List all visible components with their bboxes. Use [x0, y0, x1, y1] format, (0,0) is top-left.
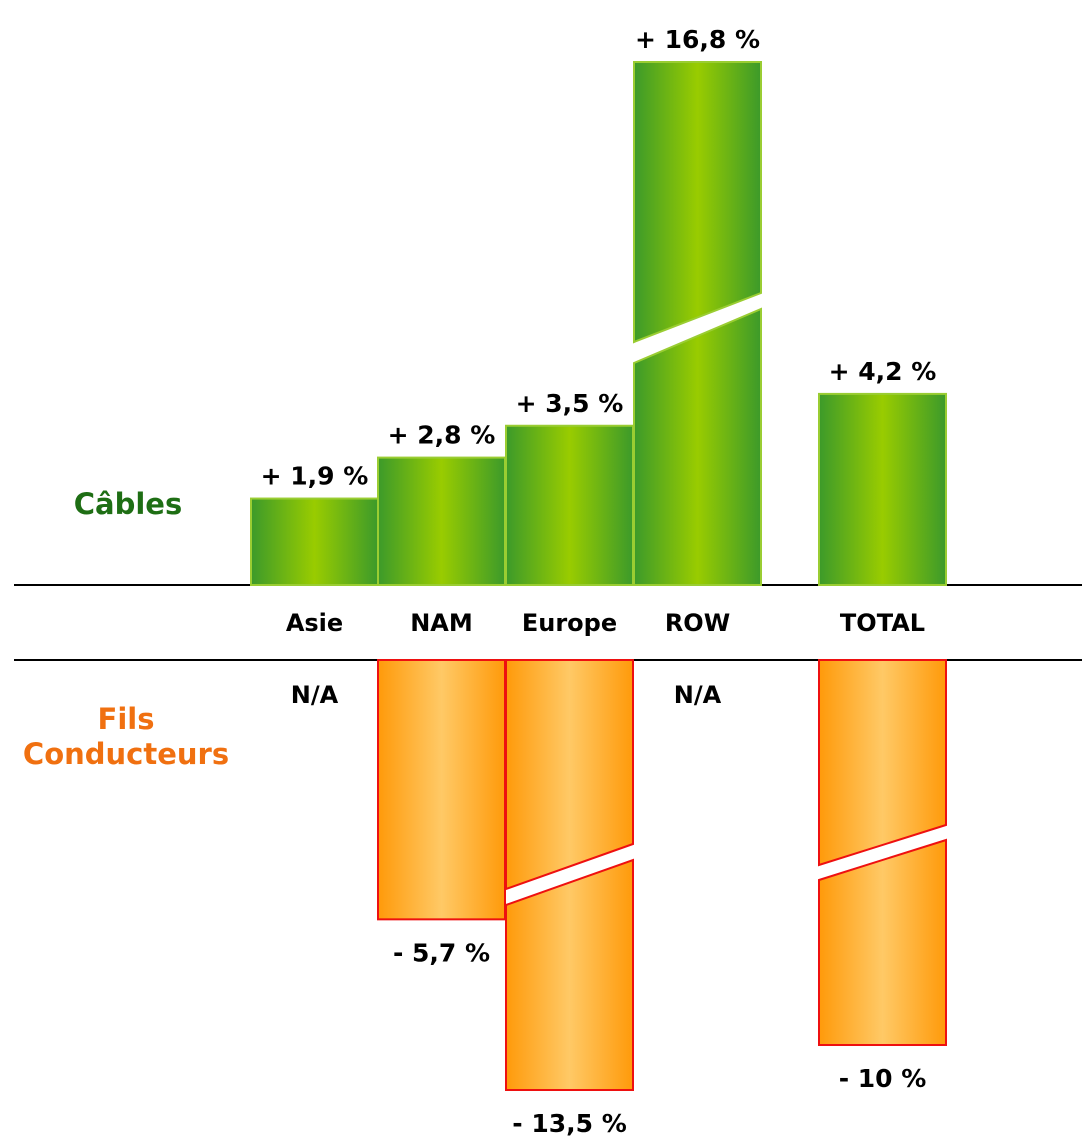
cables-bar-europe — [505, 424, 634, 586]
fils-conducteurs-bars — [377, 659, 947, 1091]
category-label-asie: Asie — [286, 609, 343, 637]
cables-bar-nam — [377, 456, 506, 587]
cables-bar-total — [818, 392, 947, 586]
cables-bar-row-lower — [633, 307, 762, 586]
category-label-nam: NAM — [410, 609, 473, 637]
category-label-total: TOTAL — [840, 609, 925, 637]
fils-value-row: N/A — [674, 681, 722, 709]
fils-value-nam: - 5,7 % — [393, 938, 490, 967]
category-label-row: ROW — [665, 609, 730, 637]
fils-bar-europe-upper — [505, 659, 634, 891]
fils-bar-total-lower — [818, 838, 947, 1046]
cables-value-row: + 16,8 % — [635, 25, 760, 54]
chart-labels: Asie NAM Europe ROW TOTAL + 1,9 % + 2,8 % + 3,5… — [261, 25, 937, 1138]
cables-value-total: + 4,2 % — [829, 357, 937, 386]
fils-value-total: - 10 % — [839, 1064, 927, 1093]
fils-bar-nam — [377, 659, 506, 921]
series-title-conducteurs: Conducteurs — [23, 737, 229, 771]
cables-value-nam: + 2,8 % — [388, 421, 496, 450]
category-label-europe: Europe — [522, 609, 617, 637]
fils-value-europe: - 13,5 % — [512, 1109, 627, 1138]
fils-value-asie: N/A — [291, 681, 339, 709]
cables-bar-row-upper — [633, 61, 762, 344]
cables-bars — [250, 61, 947, 587]
cables-bar-asie — [250, 497, 379, 586]
fils-bar-europe-lower — [505, 858, 634, 1091]
series-title-fils: Fils — [98, 702, 155, 736]
cables-value-asie: + 1,9 % — [261, 462, 369, 491]
series-title-cables: Câbles — [74, 487, 182, 521]
cables-value-europe: + 3,5 % — [516, 389, 624, 418]
fils-bar-total-upper — [818, 659, 947, 867]
